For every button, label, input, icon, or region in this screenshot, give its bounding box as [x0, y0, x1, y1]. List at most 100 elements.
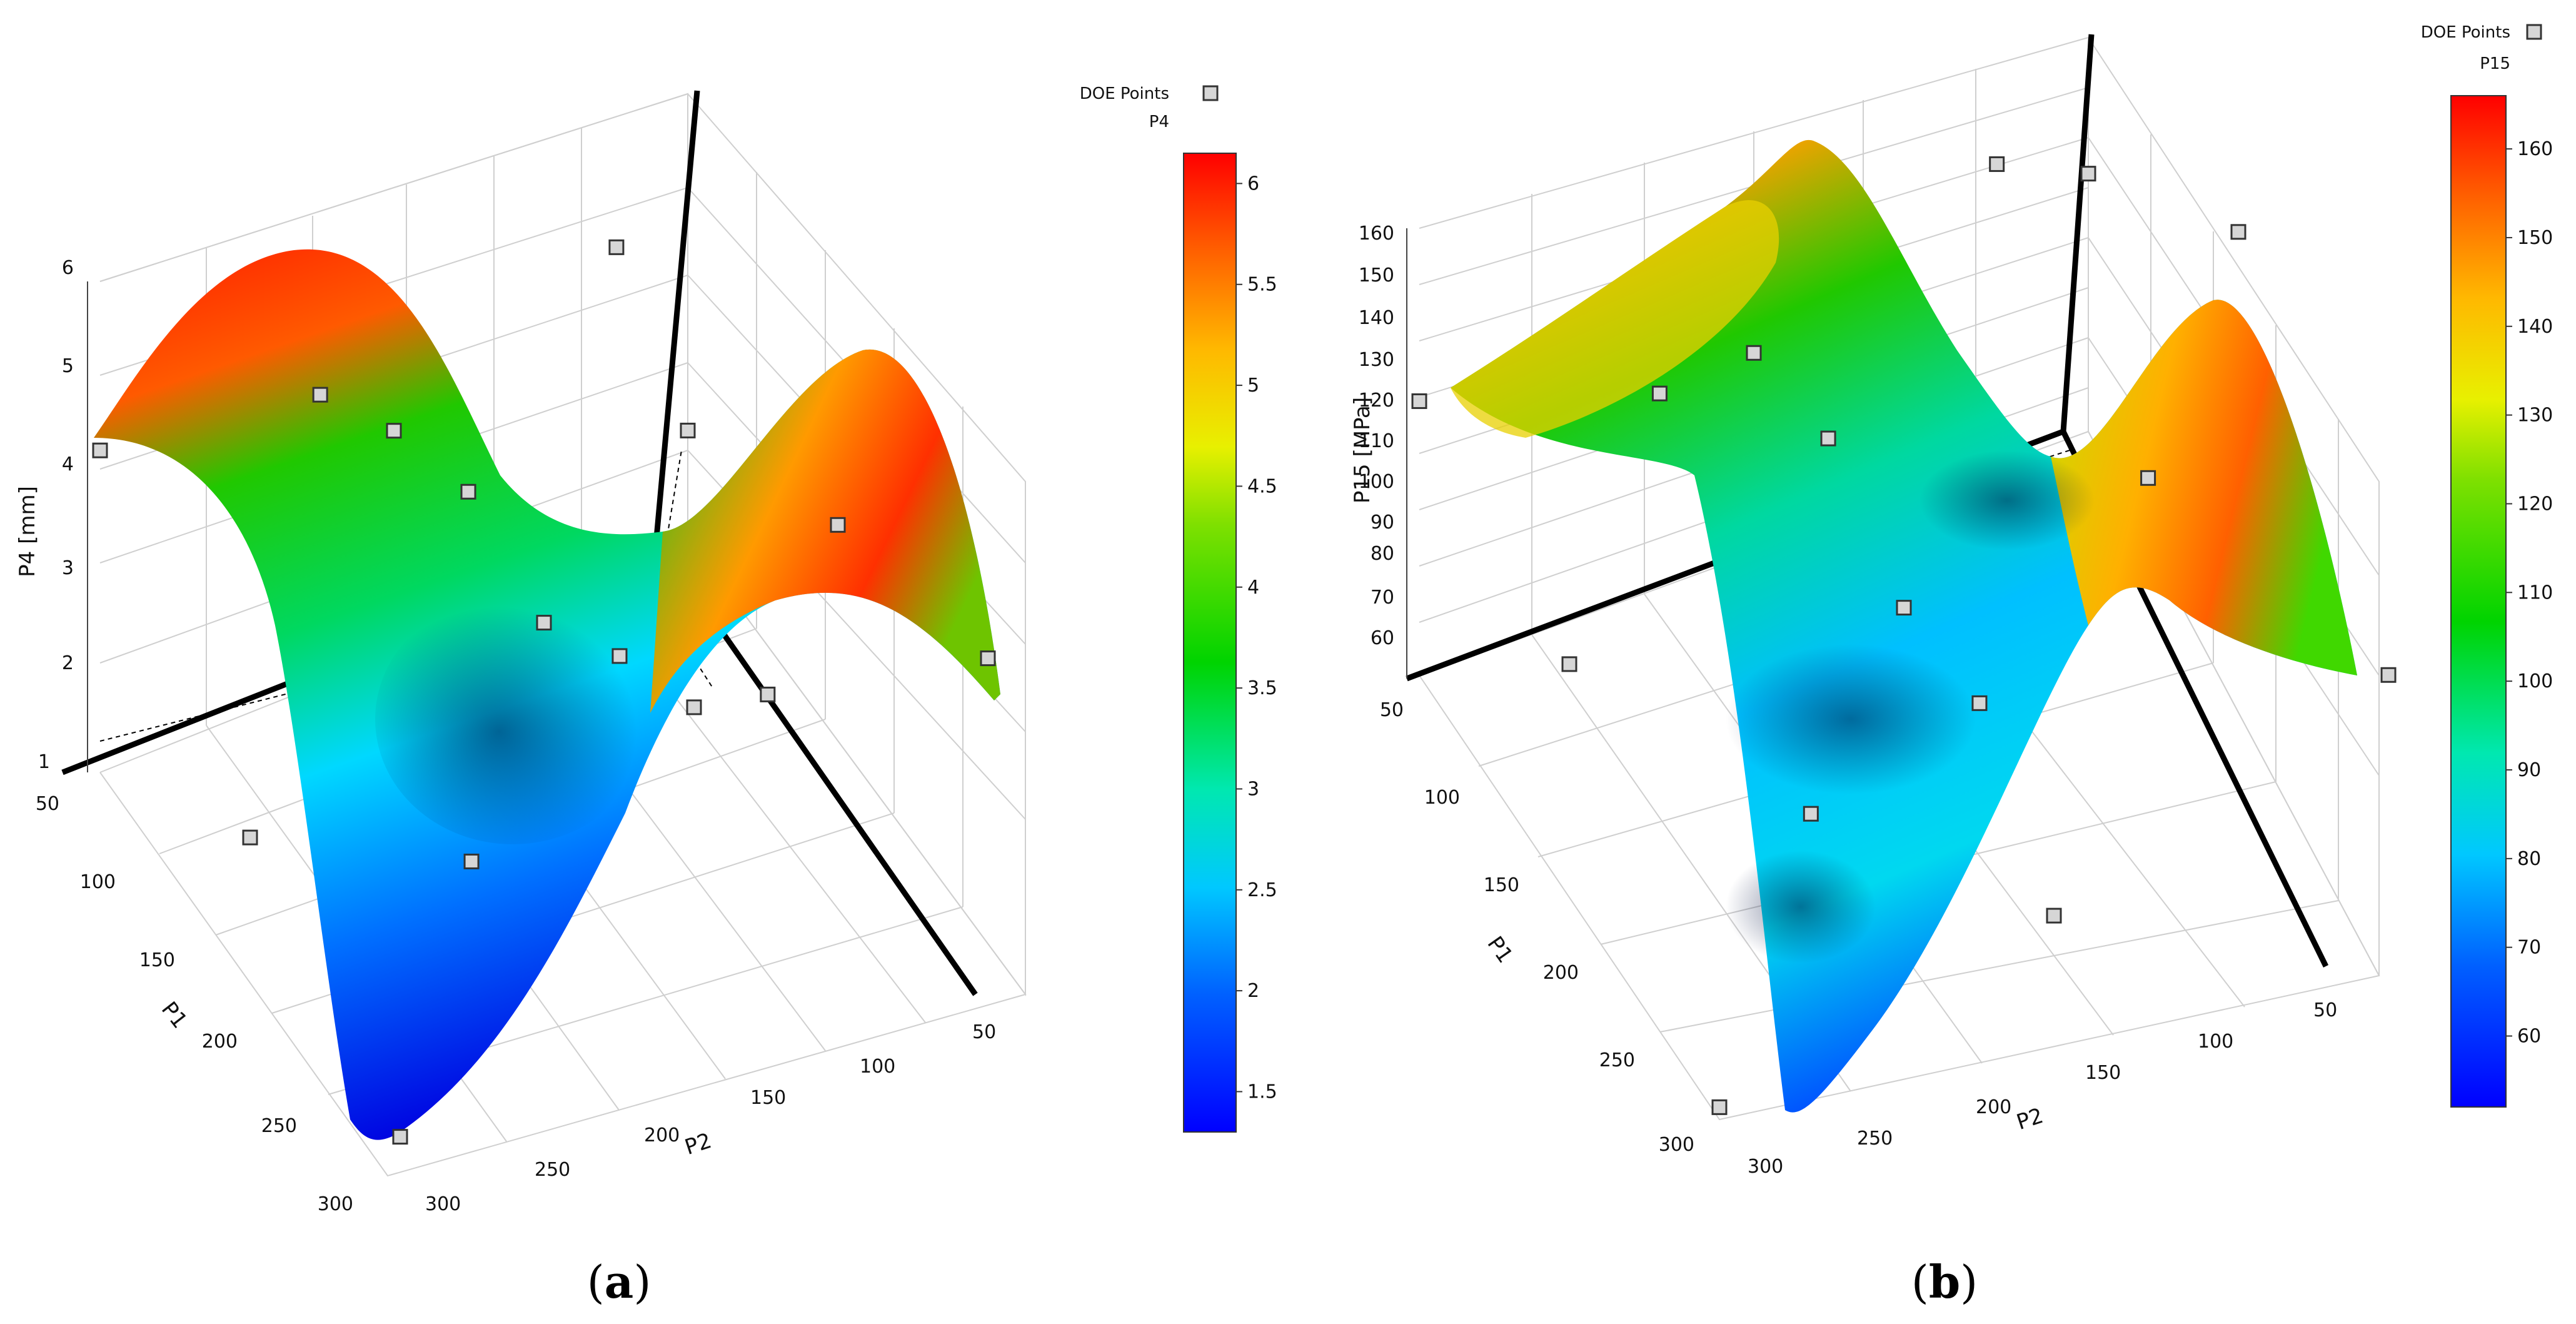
p2-tick: 250: [535, 1159, 570, 1181]
colorbar: 160 150 140 130 120 110 100 90 80 70 60: [2450, 95, 2553, 1108]
legend-label: DOE Points: [2421, 23, 2510, 42]
surface-shadow: [1726, 644, 1976, 794]
colorbar-tick: 5: [1247, 375, 1259, 397]
colorbar-tick: 90: [2517, 759, 2541, 781]
z-tick: 110: [1359, 430, 1394, 452]
z-axis: 160 150 140 130 120 110 100 90 80 70 60 …: [1350, 223, 1407, 679]
z-tick: 70: [1371, 587, 1394, 609]
p1-tick: 150: [139, 949, 175, 971]
colorbar-tick: 1.5: [1247, 1081, 1277, 1103]
doe-point: [1711, 1099, 1728, 1115]
z-tick: 6: [62, 257, 74, 279]
z-tick: 5: [62, 355, 74, 377]
colorbar-tick: 60: [2517, 1026, 2541, 1048]
surface-right-ridge: [2051, 300, 2357, 675]
colorbar-tick: 130: [2517, 405, 2553, 427]
colorbar-tick: 150: [2517, 227, 2553, 249]
p1-tick: 250: [261, 1115, 297, 1137]
doe-point: [1803, 806, 1819, 822]
doe-point: [460, 483, 476, 500]
doe-point: [608, 239, 625, 255]
p2-tick: 200: [1976, 1096, 2011, 1118]
colorbar-ticks: 6 5.5 5 4.5 4 3.5 3 2.5 2 1.5: [1236, 173, 1277, 1103]
colorbar-tick: 110: [2517, 582, 2553, 604]
colorbar-tick: 3.5: [1247, 677, 1277, 699]
z-axis: 6 5 4 3 2 1 P4 [mm]: [15, 257, 88, 773]
p2-tick: 300: [1748, 1156, 1783, 1178]
doe-point: [760, 686, 776, 702]
p1-tick: 250: [1599, 1049, 1635, 1071]
p1-tick: 200: [1543, 962, 1579, 984]
p2-tick: 50: [972, 1021, 996, 1043]
p2-tick: 150: [750, 1087, 786, 1109]
doe-point: [242, 829, 258, 846]
colorbar-tick: 100: [2517, 670, 2553, 692]
doe-point: [2140, 470, 2156, 486]
doe-point: [92, 442, 108, 458]
p1-axis-label: P1: [156, 997, 192, 1033]
colorbar-tick: 140: [2517, 316, 2553, 338]
doe-point: [2080, 166, 2096, 182]
colorbar-frame: [2450, 95, 2507, 1108]
p2-axis-label: P2: [682, 1128, 714, 1160]
surface-right-ridge: [650, 349, 1000, 713]
doe-point: [1971, 695, 1988, 711]
p2-tick: 150: [2085, 1062, 2121, 1084]
doe-point: [2046, 907, 2062, 924]
z-tick: 130: [1359, 349, 1394, 371]
colorbar-tick: 2: [1247, 980, 1259, 1002]
colorbar-frame: [1183, 153, 1237, 1133]
caption: (b): [1911, 1255, 1978, 1308]
surface-shadow: [1726, 851, 1876, 963]
colorbar-title: P15: [2480, 54, 2510, 73]
doe-point: [680, 422, 696, 438]
p1-tick: 150: [1484, 874, 1519, 896]
colorbar-tick: 4: [1247, 577, 1259, 599]
doe-point: [611, 648, 628, 664]
doe-point: [1561, 656, 1577, 672]
p1-tick: 200: [202, 1031, 238, 1053]
z-tick: 90: [1371, 512, 1394, 533]
colorbar-ticks: 160 150 140 130 120 110 100 90 80 70 60: [2506, 138, 2553, 1048]
p1-tick: 50: [1380, 699, 1404, 721]
p2-tick: 100: [860, 1056, 895, 1078]
p1-tick: 50: [36, 793, 59, 815]
p2-tick: 300: [425, 1193, 461, 1215]
p1-tick: 300: [1659, 1134, 1694, 1156]
z-tick: 100: [1359, 471, 1394, 493]
surface-shadow: [1919, 450, 2095, 550]
z-axis-label: P15 [MPa]: [1350, 397, 1375, 503]
z-tick: 3: [62, 557, 74, 579]
colorbar-tick: 4.5: [1247, 475, 1277, 497]
doe-point: [1820, 430, 1836, 447]
p2-tick: 200: [644, 1124, 680, 1146]
p1-tick: 300: [318, 1193, 353, 1215]
surface-left-ridge: [1451, 200, 1779, 438]
p1-axis-label: P1: [1482, 932, 1518, 968]
p1-tick: 100: [1424, 787, 1460, 809]
colorbar: 6 5.5 5 4.5 4 3.5 3 2.5 2 1.5: [1183, 153, 1277, 1133]
doe-point: [686, 699, 702, 715]
z-tick: 4: [62, 453, 74, 475]
colorbar-tick: 80: [2517, 848, 2541, 870]
legend: DOE Points P15: [2421, 23, 2542, 73]
legend-label: DOE Points: [1080, 84, 1169, 103]
z-tick: 2: [62, 652, 74, 674]
doe-point: [386, 423, 402, 439]
colorbar-tick: 2.5: [1247, 879, 1277, 901]
doe-point: [392, 1129, 408, 1145]
z-tick: 140: [1359, 307, 1394, 329]
doe-point: [1989, 156, 2005, 172]
p1-axis: 50 100 150 200 250 300 P1: [1380, 699, 1694, 1156]
doe-point: [536, 615, 552, 631]
colorbar-tick: 3: [1247, 778, 1259, 800]
z-tick: 1: [38, 751, 50, 773]
doe-points: [1411, 156, 2397, 1115]
doe-point: [830, 517, 846, 533]
surface-p15: [1451, 139, 2357, 1113]
z-tick: 80: [1371, 543, 1394, 565]
doe-point: [2230, 224, 2246, 240]
surface-main: [1451, 139, 2357, 1113]
p2-tick: 50: [2313, 999, 2337, 1021]
